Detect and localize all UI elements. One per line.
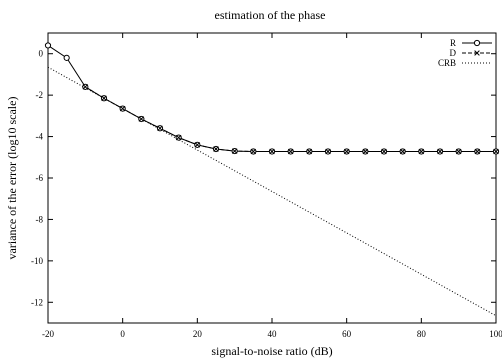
y-axis-title: variance of the error (log10 scale) — [5, 97, 19, 260]
series-line-crb — [47, 66, 497, 317]
data-point-d — [474, 148, 481, 155]
data-point-d — [101, 95, 107, 102]
legend-label-d: D — [450, 48, 457, 58]
y-tick-label: -4 — [36, 132, 44, 142]
x-axis-title: signal-to-noise ratio (dB) — [211, 344, 332, 358]
data-point-d — [493, 148, 499, 155]
tick-labels: -20 0 20 40 60 80 100 0 -2 -4 -6 -8 -10 -12 — [31, 49, 502, 339]
y-tick-label: -6 — [36, 173, 44, 183]
data-point-d — [138, 116, 145, 122]
data-point-d — [213, 146, 219, 152]
series-line-r — [47, 45, 496, 152]
y-tick-label: -10 — [31, 256, 43, 266]
data-point-d — [82, 84, 89, 90]
y-tick-label: -12 — [31, 297, 43, 307]
data-point-d — [194, 142, 201, 148]
series-markers — [44, 42, 500, 155]
x-tick-label: 60 — [342, 329, 352, 339]
data-point-d — [250, 148, 257, 155]
x-tick-label: 40 — [268, 329, 278, 339]
x-tick-label: -20 — [42, 329, 54, 339]
series-lines — [47, 45, 497, 317]
legend-label-r: R — [450, 38, 456, 48]
series-line-d — [85, 86, 496, 152]
data-point-r — [63, 54, 70, 61]
x-tick-label: 100 — [489, 329, 502, 339]
legend-marker-d — [474, 50, 480, 56]
x-tick-label: 0 — [120, 329, 125, 339]
data-point-d — [119, 105, 126, 112]
chart-title: estimation of the phase — [215, 8, 326, 22]
plot-frame — [47, 32, 497, 324]
data-point-d — [362, 148, 369, 155]
y-tick-label: -8 — [36, 214, 44, 224]
data-point-d — [325, 148, 331, 155]
data-point-d — [157, 125, 163, 132]
data-point-d — [306, 148, 313, 155]
data-point-d — [455, 148, 462, 155]
data-point-d — [418, 148, 425, 155]
x-tick-label: 20 — [193, 329, 203, 339]
data-point-d — [175, 134, 182, 141]
data-point-d — [381, 148, 387, 155]
legend-marker-r — [473, 39, 481, 47]
data-point-d — [437, 148, 443, 155]
data-point-d — [399, 148, 406, 155]
data-point-d — [343, 148, 350, 155]
data-point-d — [287, 148, 294, 155]
data-point-r — [44, 42, 52, 49]
y-tick-label: 0 — [39, 49, 44, 59]
data-point-d — [231, 148, 238, 154]
axis-ticks — [47, 33, 497, 323]
x-tick-label: 80 — [417, 329, 427, 339]
y-tick-label: -2 — [36, 90, 44, 100]
data-point-d — [269, 148, 275, 155]
legend-label-crb: CRB — [438, 58, 456, 68]
